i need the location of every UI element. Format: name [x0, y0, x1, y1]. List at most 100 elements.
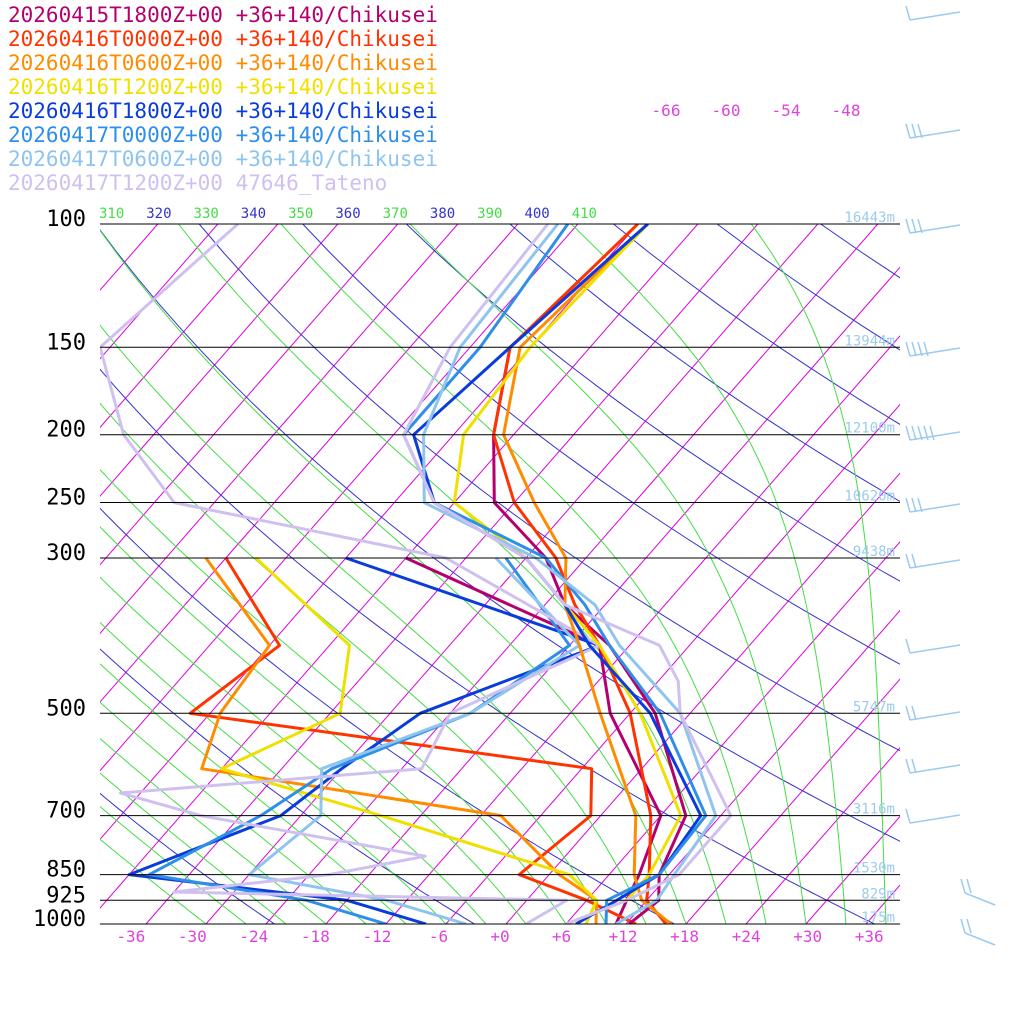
theta-label: 390 [477, 206, 502, 222]
wind-barb-feather [905, 705, 911, 721]
moist-adiabat [100, 805, 247, 924]
wind-barb-feather [905, 341, 911, 357]
wind-barb [905, 341, 961, 357]
isotherm [100, 224, 339, 497]
wind-barb-feather [911, 341, 917, 357]
isotherm [145, 224, 759, 924]
wind-barb-feather [905, 497, 911, 513]
isotherm [445, 403, 900, 924]
dry-adiabat [716, 224, 900, 351]
pressure-label: 250 [46, 486, 86, 511]
legend-entry: 20260417T0600Z+00 +36+140/Chikusei [8, 147, 438, 171]
wind-barb-staff [909, 644, 961, 654]
wind-barb-feather [917, 341, 923, 357]
dewpoint-series [220, 556, 599, 924]
temperature-series [492, 224, 668, 924]
isotherm [745, 747, 900, 924]
temperature-series [402, 224, 708, 924]
temperature-tick: -12 [362, 927, 391, 946]
wind-barb-staff [909, 711, 961, 721]
wind-barb-feather [905, 638, 911, 654]
wind-barb-staff [909, 224, 961, 234]
moist-adiabat [750, 224, 887, 924]
theta-label: 330 [194, 206, 219, 222]
isotherm [505, 472, 900, 924]
theta-label: 340 [241, 206, 266, 222]
pressure-label: 500 [46, 696, 86, 721]
wind-barb-staff [909, 431, 961, 441]
temperature-tick: +36 [855, 927, 884, 946]
temperature-series [492, 224, 688, 924]
wind-barb-feather [911, 705, 917, 721]
height-label: 12100m [844, 421, 895, 437]
legend-entry: 20260415T1800Z+00 +36+140/Chikusei [8, 3, 438, 27]
dewpoint-series [147, 557, 571, 924]
theta-label: 320 [146, 206, 171, 222]
isotherm [565, 541, 900, 924]
moist-adiabat [409, 224, 807, 924]
dry-adiabat [198, 224, 900, 752]
legend: 20260415T1800Z+00 +36+140/Chikusei 202604… [8, 3, 438, 195]
upper-temperature-label: -60 [712, 101, 741, 120]
isotherm [986, 224, 1024, 924]
height-label: 5747m [853, 699, 895, 715]
wind-barb-staff [909, 503, 961, 513]
wind-barb-feather [960, 878, 966, 894]
profiles-layer [100, 224, 733, 924]
wind-barb-feather [917, 218, 923, 234]
wind-barb-feather [966, 918, 972, 934]
wind-barb-feather [905, 5, 911, 21]
isotherm [926, 224, 1024, 924]
theta-label: 350 [288, 206, 313, 222]
moist-adiabat [570, 224, 847, 924]
isotherm [865, 884, 900, 924]
dewpoint-series [100, 224, 601, 924]
wind-barb [905, 218, 961, 234]
pressure-label: 150 [46, 330, 86, 355]
temperature-tick: -18 [301, 927, 330, 946]
height-label: 13944m [844, 333, 895, 349]
dry-adiabat [302, 224, 900, 665]
upper-temperature-label: -48 [832, 101, 861, 120]
isotherm [0, 224, 38, 924]
upper-temperature-label: -66 [652, 101, 681, 120]
wind-barb-staff [909, 129, 961, 139]
wind-barb [905, 758, 961, 774]
chart-axes: 100 16443m 150 13944m 200 12100m 250 10620m 300 9… [33, 101, 900, 946]
legend-entry: 20260416T1200Z+00 +36+140/Chikusei [8, 75, 438, 99]
temperature-tick: -30 [178, 927, 207, 946]
wind-barb-feather [905, 425, 911, 441]
wind-barb [905, 705, 961, 721]
isotherm [100, 224, 459, 635]
wind-barb-feather [905, 218, 911, 234]
dry-adiabat [100, 792, 275, 924]
pressure-label: 925 [46, 883, 86, 908]
wind-barb-feather [917, 123, 923, 139]
upper-temperature-label: -54 [772, 101, 801, 120]
temperature-series [502, 224, 672, 924]
theta-label: 410 [572, 206, 597, 222]
wind-barb [960, 918, 996, 946]
temperature-tick: +6 [552, 927, 571, 946]
wind-barb-feather [923, 425, 929, 441]
isotherm [100, 224, 579, 772]
wind-barb [905, 123, 961, 139]
pressure-label: 1000 [33, 907, 86, 932]
wind-barb-feather [966, 878, 972, 894]
wind-barb-feather [923, 341, 929, 357]
moist-adiabat [100, 772, 287, 924]
wind-barb-feather [960, 918, 966, 934]
theta-label: 400 [524, 206, 549, 222]
theta-label: 380 [430, 206, 455, 222]
wind-barb-feather [905, 758, 911, 774]
pressure-label: 100 [46, 207, 86, 232]
wind-barb [905, 638, 961, 654]
wind-barb [905, 553, 961, 569]
height-label: 9438m [853, 544, 895, 560]
theta-label: 310 [99, 206, 124, 222]
theta-label: 360 [335, 206, 360, 222]
wind-barb-staff [964, 932, 996, 946]
moist-adiabat [100, 402, 607, 924]
wind-barb-feather [929, 425, 935, 441]
legend-entry: 20260417T1200Z+00 47646_Tateno [8, 171, 387, 195]
